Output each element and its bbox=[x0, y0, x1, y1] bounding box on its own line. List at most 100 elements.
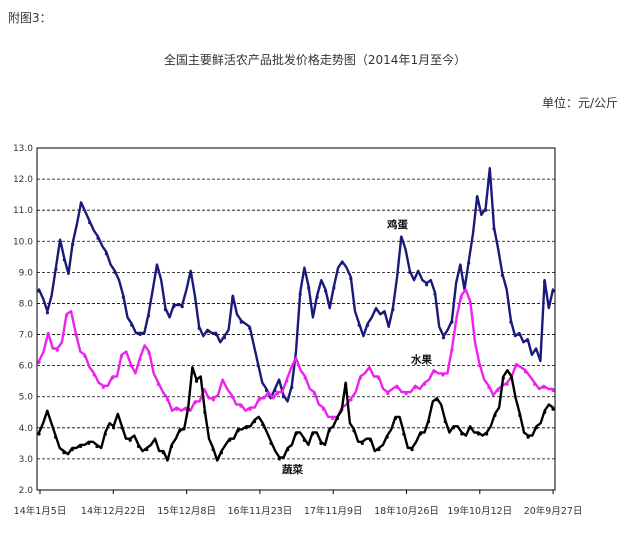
data-point-veg bbox=[244, 426, 248, 430]
data-point-egg bbox=[416, 270, 420, 274]
y-axis-ticks: 2.0 3.0 4.0 5.0 6.0 7.0 8.0 9.0 10.0 11.0 12.0 13.0 bbox=[13, 144, 33, 496]
data-point-egg bbox=[357, 323, 361, 327]
data-point-egg bbox=[467, 261, 471, 265]
series-lines bbox=[37, 167, 555, 462]
data-point-egg bbox=[205, 329, 210, 333]
y-tick-label: 12.0 bbox=[13, 175, 33, 185]
data-point-egg bbox=[239, 320, 243, 324]
x-axis-ticks: 14年1月5日 14年12月22日 15年12月8日 16年11月23日 17年11月9… bbox=[14, 490, 582, 517]
series-line-veg bbox=[37, 365, 555, 462]
data-point-fruit bbox=[55, 348, 60, 352]
data-point-fruit bbox=[46, 332, 50, 337]
data-point-veg bbox=[418, 432, 422, 436]
chart-title: 全国主要鲜活农产品批发价格走势图（2014年1月至今） bbox=[163, 53, 467, 67]
data-point-veg bbox=[402, 432, 406, 436]
data-point-egg bbox=[517, 332, 521, 337]
data-point-fruit bbox=[478, 364, 482, 368]
data-point-veg bbox=[236, 429, 240, 433]
data-point-veg bbox=[112, 426, 116, 430]
data-point-veg bbox=[103, 432, 107, 436]
data-point-veg bbox=[70, 448, 74, 452]
data-point-egg bbox=[391, 308, 395, 312]
data-point-egg bbox=[248, 326, 252, 330]
data-point-egg bbox=[96, 236, 100, 240]
y-tick-label: 8.0 bbox=[19, 299, 34, 309]
data-point-fruit bbox=[496, 388, 500, 393]
data-point-fruit bbox=[64, 314, 69, 318]
data-point-egg bbox=[374, 308, 378, 312]
data-point-egg bbox=[307, 286, 311, 290]
data-point-veg bbox=[161, 451, 165, 455]
data-point-fruit bbox=[514, 364, 518, 368]
data-point-egg bbox=[54, 267, 58, 271]
data-point-fruit bbox=[294, 357, 298, 361]
data-point-egg bbox=[399, 236, 403, 240]
data-point-egg bbox=[88, 221, 92, 225]
data-point-egg bbox=[163, 308, 167, 312]
data-point-fruit bbox=[37, 360, 41, 365]
data-point-veg bbox=[228, 438, 232, 442]
data-point-egg bbox=[264, 388, 269, 393]
data-point-egg bbox=[121, 295, 125, 299]
data-point-veg bbox=[476, 432, 480, 436]
data-point-veg bbox=[45, 410, 49, 414]
data-point-veg bbox=[319, 441, 323, 445]
data-point-fruit bbox=[505, 382, 509, 386]
data-point-fruit bbox=[432, 370, 436, 374]
data-point-egg bbox=[71, 242, 75, 246]
data-point-egg bbox=[45, 311, 50, 315]
data-point-fruit bbox=[221, 379, 225, 383]
data-point-veg bbox=[410, 448, 414, 452]
data-point-fruit bbox=[138, 357, 142, 361]
data-point-fruit bbox=[83, 354, 87, 358]
data-point-egg bbox=[130, 323, 134, 327]
data-point-veg bbox=[87, 441, 91, 445]
data-point-veg bbox=[509, 376, 514, 380]
x-tick-label: 15年12月8日 bbox=[157, 505, 216, 517]
data-point-veg bbox=[526, 435, 530, 439]
data-point-egg bbox=[138, 332, 142, 337]
series-label-fruit: 水果 bbox=[410, 353, 432, 366]
data-point-egg bbox=[197, 326, 201, 330]
y-tick-label: 2.0 bbox=[19, 486, 34, 496]
data-point-veg bbox=[178, 429, 182, 433]
y-tick-label: 7.0 bbox=[19, 331, 34, 341]
data-point-fruit bbox=[404, 392, 408, 396]
data-point-egg bbox=[290, 385, 294, 389]
data-point-egg bbox=[256, 364, 260, 368]
x-tick-label: 18年10月26日 bbox=[374, 505, 439, 517]
data-point-veg bbox=[145, 448, 149, 452]
data-point-veg bbox=[493, 413, 497, 417]
data-point-egg bbox=[382, 311, 387, 315]
data-point-egg bbox=[433, 292, 437, 296]
data-point-egg bbox=[146, 314, 151, 318]
x-tick-label: 16年11月23日 bbox=[228, 505, 293, 517]
data-point-egg bbox=[214, 332, 218, 337]
data-point-veg bbox=[468, 426, 472, 430]
data-point-veg bbox=[327, 429, 331, 433]
data-point-veg bbox=[78, 444, 83, 449]
data-point-veg bbox=[344, 382, 348, 386]
data-point-veg bbox=[443, 420, 447, 424]
data-point-fruit bbox=[395, 385, 399, 389]
data-point-veg bbox=[153, 438, 157, 442]
data-point-egg bbox=[551, 289, 555, 293]
data-point-fruit bbox=[422, 382, 427, 386]
data-point-fruit bbox=[487, 385, 491, 389]
data-point-veg bbox=[435, 398, 439, 402]
figure-note: 附图3： bbox=[8, 11, 52, 25]
data-point-veg bbox=[335, 416, 340, 421]
data-point-egg bbox=[509, 320, 513, 324]
y-tick-label: 5.0 bbox=[19, 393, 34, 403]
y-tick-label: 11.0 bbox=[13, 206, 33, 216]
data-point-egg bbox=[526, 339, 530, 343]
data-point-fruit bbox=[74, 332, 78, 337]
data-point-egg bbox=[79, 202, 83, 206]
data-point-fruit bbox=[441, 373, 445, 377]
data-point-fruit bbox=[523, 370, 528, 374]
data-point-egg bbox=[155, 264, 159, 268]
data-point-egg bbox=[349, 277, 353, 281]
data-point-egg bbox=[315, 295, 319, 299]
y-tick-label: 9.0 bbox=[19, 268, 34, 278]
data-point-fruit bbox=[358, 376, 362, 380]
